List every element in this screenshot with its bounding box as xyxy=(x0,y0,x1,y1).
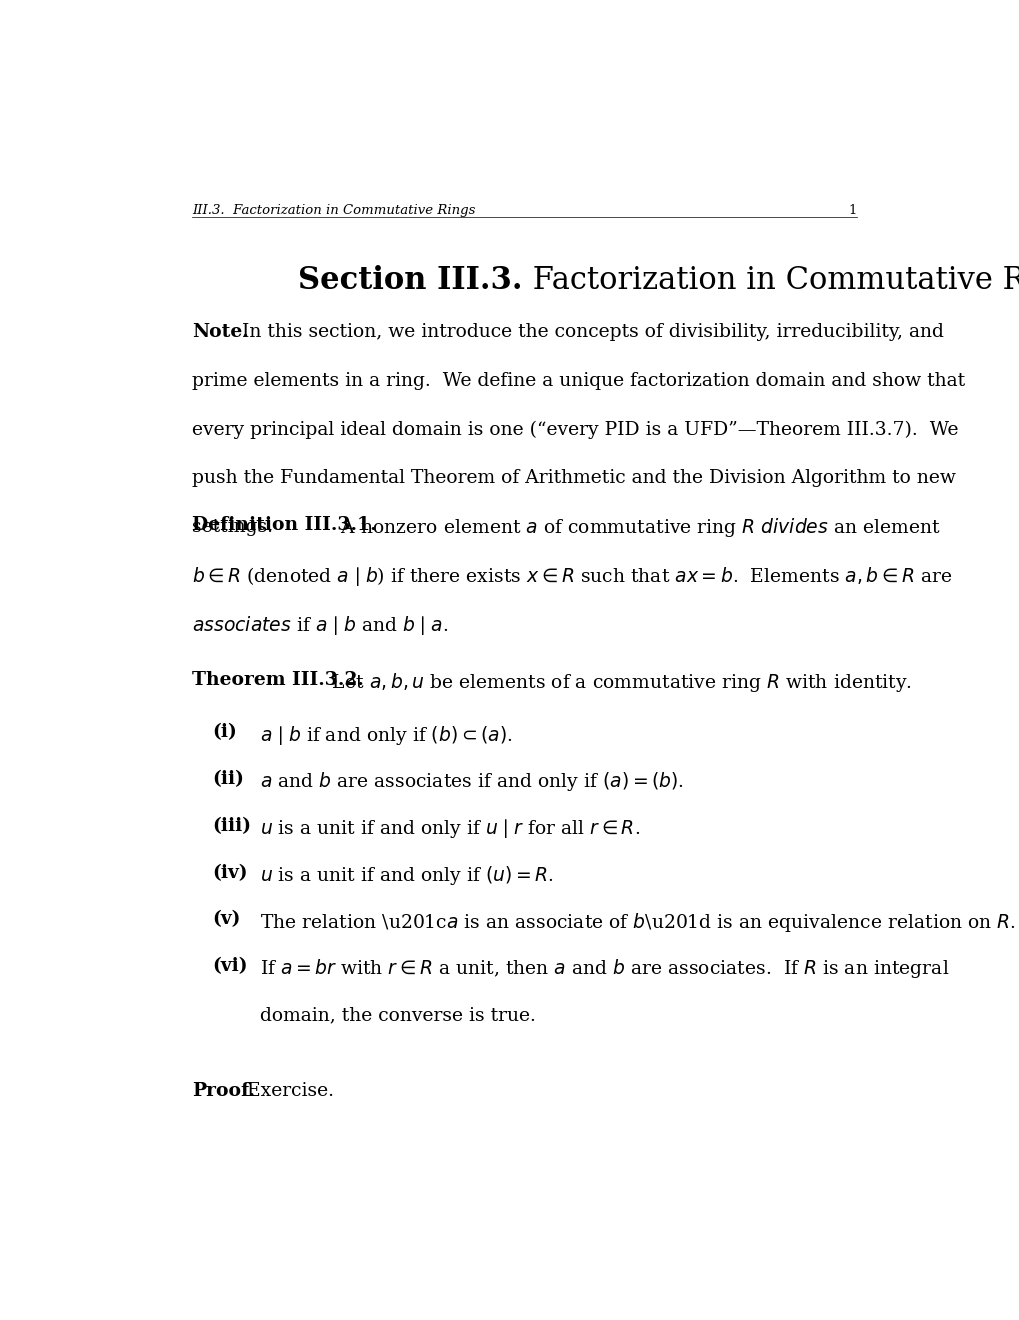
Text: In this section, we introduce the concepts of divisibility, irreducibility, and: In this section, we introduce the concep… xyxy=(236,323,944,341)
Text: III.3.  Factorization in Commutative Rings: III.3. Factorization in Commutative Ring… xyxy=(193,205,475,216)
Text: $a \mid b$ if and only if $(b) \subset (a)$.: $a \mid b$ if and only if $(b) \subset (… xyxy=(259,723,512,747)
Text: (ii): (ii) xyxy=(212,771,244,788)
Text: Theorem III.3.2.: Theorem III.3.2. xyxy=(193,671,364,689)
Text: (iv): (iv) xyxy=(212,863,248,882)
Text: settings.: settings. xyxy=(193,519,273,536)
Text: Factorization in Commutative Rings: Factorization in Commutative Rings xyxy=(522,265,1019,296)
Text: (i): (i) xyxy=(212,723,236,742)
Text: The relation \u201c$a$ is an associate of $b$\u201d is an equivalence relation o: The relation \u201c$a$ is an associate o… xyxy=(259,911,1014,933)
Text: (vi): (vi) xyxy=(212,957,248,975)
Text: domain, the converse is true.: domain, the converse is true. xyxy=(259,1006,535,1024)
Text: every principal ideal domain is one (“every PID is a UFD”—Theorem III.3.7).  We: every principal ideal domain is one (“ev… xyxy=(193,421,958,438)
Text: Section III.3.: Section III.3. xyxy=(298,265,522,296)
Text: Proof.: Proof. xyxy=(193,1082,255,1101)
Text: $\mathit{associates}$ if $a \mid b$ and $b \mid a$.: $\mathit{associates}$ if $a \mid b$ and … xyxy=(193,614,448,636)
Text: $a$ and $b$ are associates if and only if $(a) = (b)$.: $a$ and $b$ are associates if and only i… xyxy=(259,771,683,793)
Text: $b \in R$ (denoted $a \mid b$) if there exists $x \in R$ such that $ax = b$.  El: $b \in R$ (denoted $a \mid b$) if there … xyxy=(193,565,952,587)
Text: prime elements in a ring.  We define a unique factorization domain and show that: prime elements in a ring. We define a un… xyxy=(193,372,965,389)
Text: A nonzero element $a$ of commutative ring $R$ $\mathit{divides}$ an element: A nonzero element $a$ of commutative rin… xyxy=(335,516,941,539)
Text: Exercise.: Exercise. xyxy=(240,1082,334,1101)
Text: Let $a, b, u$ be elements of a commutative ring $R$ with identity.: Let $a, b, u$ be elements of a commutati… xyxy=(325,671,911,694)
Text: Definition III.3.1.: Definition III.3.1. xyxy=(193,516,377,535)
Text: $u$ is a unit if and only if $u \mid r$ for all $r \in R$.: $u$ is a unit if and only if $u \mid r$ … xyxy=(259,817,639,840)
Text: 1: 1 xyxy=(848,205,856,216)
Text: If $a = br$ with $r \in R$ a unit, then $a$ and $b$ are associates.  If $R$ is a: If $a = br$ with $r \in R$ a unit, then … xyxy=(259,957,948,981)
Text: push the Fundamental Theorem of Arithmetic and the Division Algorithm to new: push the Fundamental Theorem of Arithmet… xyxy=(193,470,955,487)
Text: (v): (v) xyxy=(212,911,240,928)
Text: Note.: Note. xyxy=(193,323,249,341)
Text: (iii): (iii) xyxy=(212,817,251,836)
Text: $u$ is a unit if and only if $(u) = R$.: $u$ is a unit if and only if $(u) = R$. xyxy=(259,863,552,887)
